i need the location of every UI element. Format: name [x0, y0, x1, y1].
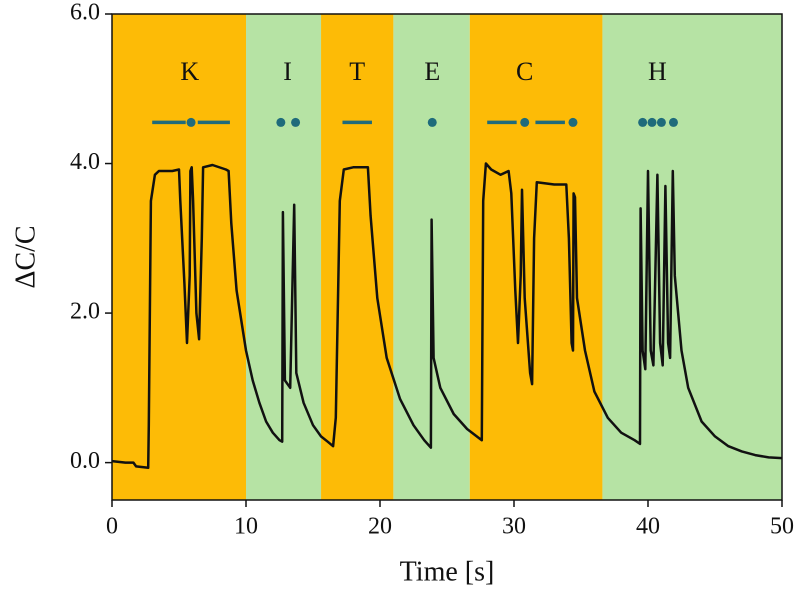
x-tick-label: 50	[770, 514, 794, 540]
morse-dot	[638, 117, 648, 127]
y-tick-label: 2.0	[70, 299, 100, 325]
y-tick-label: 6.0	[70, 0, 100, 26]
morse-dot	[186, 117, 196, 127]
x-tick-label: 20	[368, 514, 392, 540]
morse-dot	[520, 117, 530, 127]
plot-frame	[111, 13, 783, 501]
region-band	[469, 14, 603, 500]
x-tick-label: 0	[106, 514, 118, 540]
region-band	[321, 14, 394, 500]
x-tick-label: 30	[502, 514, 526, 540]
letter-annotation: E	[424, 57, 440, 86]
region-band	[602, 14, 782, 500]
morse-dot	[668, 117, 678, 127]
y-tick-label: 0.0	[70, 448, 100, 474]
x-tick-label: 10	[234, 514, 258, 540]
y-tick-label: 4.0	[70, 149, 100, 175]
morse-dot	[291, 117, 301, 127]
letter-annotation: K	[180, 57, 199, 86]
morse-dot	[656, 117, 666, 127]
y-axis-label: ΔC/C	[10, 225, 41, 288]
data-line	[111, 162, 783, 470]
morse-dot	[568, 117, 578, 127]
letter-annotation: I	[283, 57, 292, 86]
letter-annotation: T	[349, 57, 365, 86]
morse-dot	[427, 117, 437, 127]
x-tick-label: 40	[636, 514, 660, 540]
letter-annotation: H	[648, 57, 667, 86]
morse-dot	[647, 117, 657, 127]
region-band	[112, 14, 246, 500]
morse-dot	[276, 117, 286, 127]
letter-annotation: C	[516, 57, 533, 86]
x-axis-label: Time [s]	[400, 556, 495, 587]
